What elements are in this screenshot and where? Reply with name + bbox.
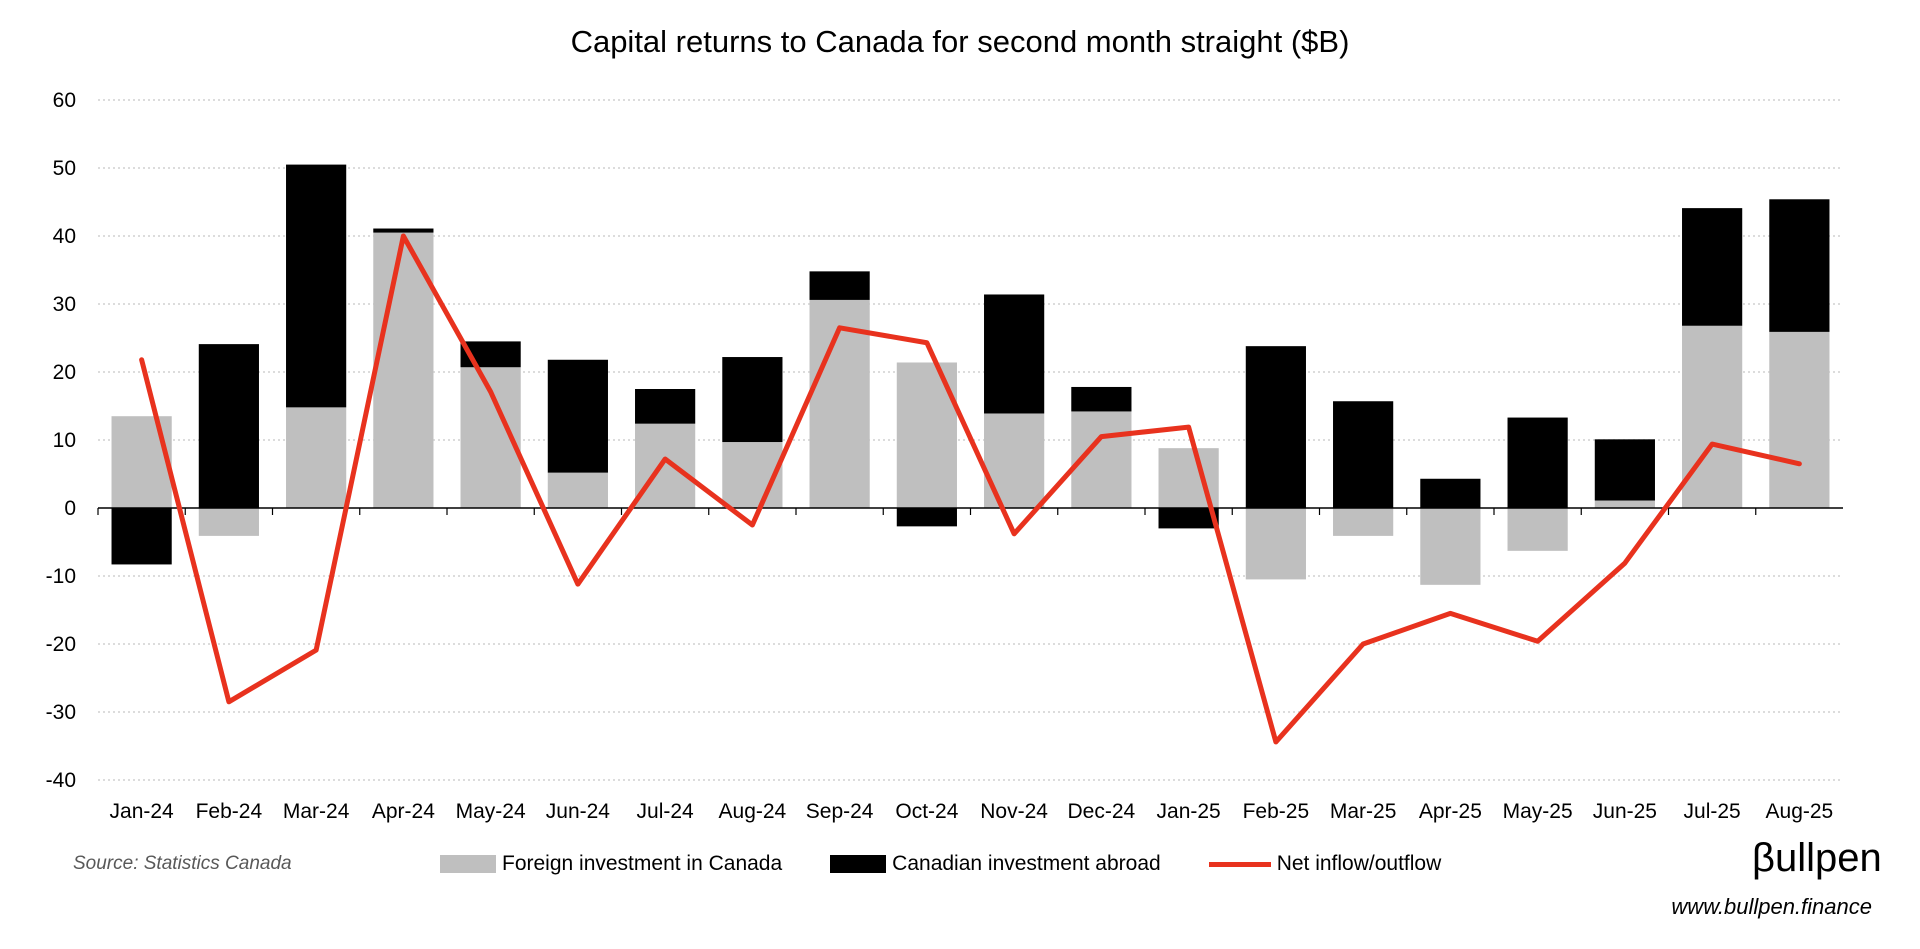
bar-foreign xyxy=(1594,500,1655,508)
y-tick-label: 30 xyxy=(53,293,76,316)
x-tick-label: Apr-24 xyxy=(372,800,435,823)
bar-canadian xyxy=(111,508,172,565)
y-tick-label: 50 xyxy=(53,157,76,180)
x-tick-label: Dec-24 xyxy=(1068,800,1136,823)
bar-foreign xyxy=(547,472,608,508)
bar-foreign xyxy=(1420,508,1481,585)
bar-canadian xyxy=(635,389,696,424)
x-tick-label: Jul-25 xyxy=(1684,800,1741,823)
bar-canadian xyxy=(547,359,608,473)
legend-swatch-net xyxy=(1208,861,1271,867)
bar-foreign xyxy=(198,508,259,536)
x-tick-label: Aug-24 xyxy=(719,800,787,823)
bar-foreign xyxy=(111,416,172,508)
bar-canadian xyxy=(896,508,957,527)
legend-swatch-foreign xyxy=(440,855,496,873)
bar-foreign xyxy=(1507,508,1568,551)
x-tick-label: Mar-24 xyxy=(283,800,350,823)
y-tick-label: 0 xyxy=(64,497,76,520)
x-tick-label: Feb-24 xyxy=(196,800,263,823)
bar-foreign xyxy=(1769,331,1830,508)
y-tick-label: -40 xyxy=(46,769,76,792)
legend: Foreign investment in Canada Canadian in… xyxy=(440,852,1489,876)
legend-label: Canadian investment abroad xyxy=(892,852,1161,875)
x-tick-label: Jun-24 xyxy=(546,800,611,823)
bar-canadian xyxy=(984,294,1045,414)
x-tick-label: Apr-25 xyxy=(1419,800,1482,823)
bar-canadian xyxy=(1245,346,1306,508)
legend-label: Net inflow/outflow xyxy=(1276,852,1442,875)
bar-canadian xyxy=(1507,417,1568,508)
bar-foreign xyxy=(984,413,1045,508)
bar-canadian xyxy=(373,228,434,233)
website-url: www.bullpen.finance xyxy=(1671,894,1872,919)
legend-item-net: Net inflow/outflow xyxy=(1208,852,1442,876)
x-tick-label: Nov-24 xyxy=(980,800,1048,823)
legend-item-canadian: Canadian investment abroad xyxy=(830,852,1161,876)
bar-canadian xyxy=(1594,439,1655,501)
bar-foreign xyxy=(635,423,696,508)
x-tick-label: Jun-25 xyxy=(1593,800,1657,823)
x-tick-label: May-25 xyxy=(1503,800,1573,823)
bar-canadian xyxy=(198,344,259,508)
x-tick-label: Jul-24 xyxy=(637,800,695,823)
bar-canadian xyxy=(286,164,347,408)
legend-swatch-canadian xyxy=(830,855,887,873)
bar-canadian xyxy=(1071,386,1132,412)
y-tick-label: 40 xyxy=(53,225,76,248)
bar-foreign xyxy=(1333,508,1394,536)
bar-canadian xyxy=(1333,401,1394,508)
bar-foreign xyxy=(373,232,434,508)
net-flow-line xyxy=(139,233,1802,745)
x-tick-label: Aug-25 xyxy=(1766,800,1834,823)
bar-canadian xyxy=(1158,508,1219,529)
bar-canadian xyxy=(1420,478,1481,508)
x-tick-label: Jan-24 xyxy=(110,800,175,823)
x-tick-label: Feb-25 xyxy=(1243,800,1310,823)
chart-title: Capital returns to Canada for second mon… xyxy=(570,24,1350,59)
legend-item-foreign: Foreign investment in Canada xyxy=(440,852,782,876)
x-tick-label: Mar-25 xyxy=(1330,800,1397,823)
y-tick-label: -20 xyxy=(46,633,76,656)
bar-foreign xyxy=(1245,508,1306,580)
bar-foreign xyxy=(286,407,347,508)
bar-canadian xyxy=(722,357,783,443)
bar-foreign xyxy=(1682,325,1743,508)
bar-canadian xyxy=(1682,208,1743,326)
x-tick-label: May-24 xyxy=(456,800,526,823)
bar-foreign xyxy=(809,299,870,508)
y-tick-label: -10 xyxy=(46,565,76,588)
bar-canadian xyxy=(1769,199,1830,332)
source-note: Source: Statistics Canada xyxy=(73,853,292,874)
bar-canadian xyxy=(809,271,870,300)
x-tick-label: Jan-25 xyxy=(1157,800,1221,823)
legend-label: Foreign investment in Canada xyxy=(502,852,783,875)
bullpen-logo: βullpen xyxy=(1752,836,1882,880)
y-tick-label: -30 xyxy=(46,701,76,724)
y-tick-label: 60 xyxy=(53,89,76,112)
x-tick-label: Oct-24 xyxy=(895,800,958,823)
x-tick-label: Sep-24 xyxy=(806,800,874,823)
y-tick-label: 20 xyxy=(53,361,76,384)
y-tick-label: 10 xyxy=(53,429,76,452)
